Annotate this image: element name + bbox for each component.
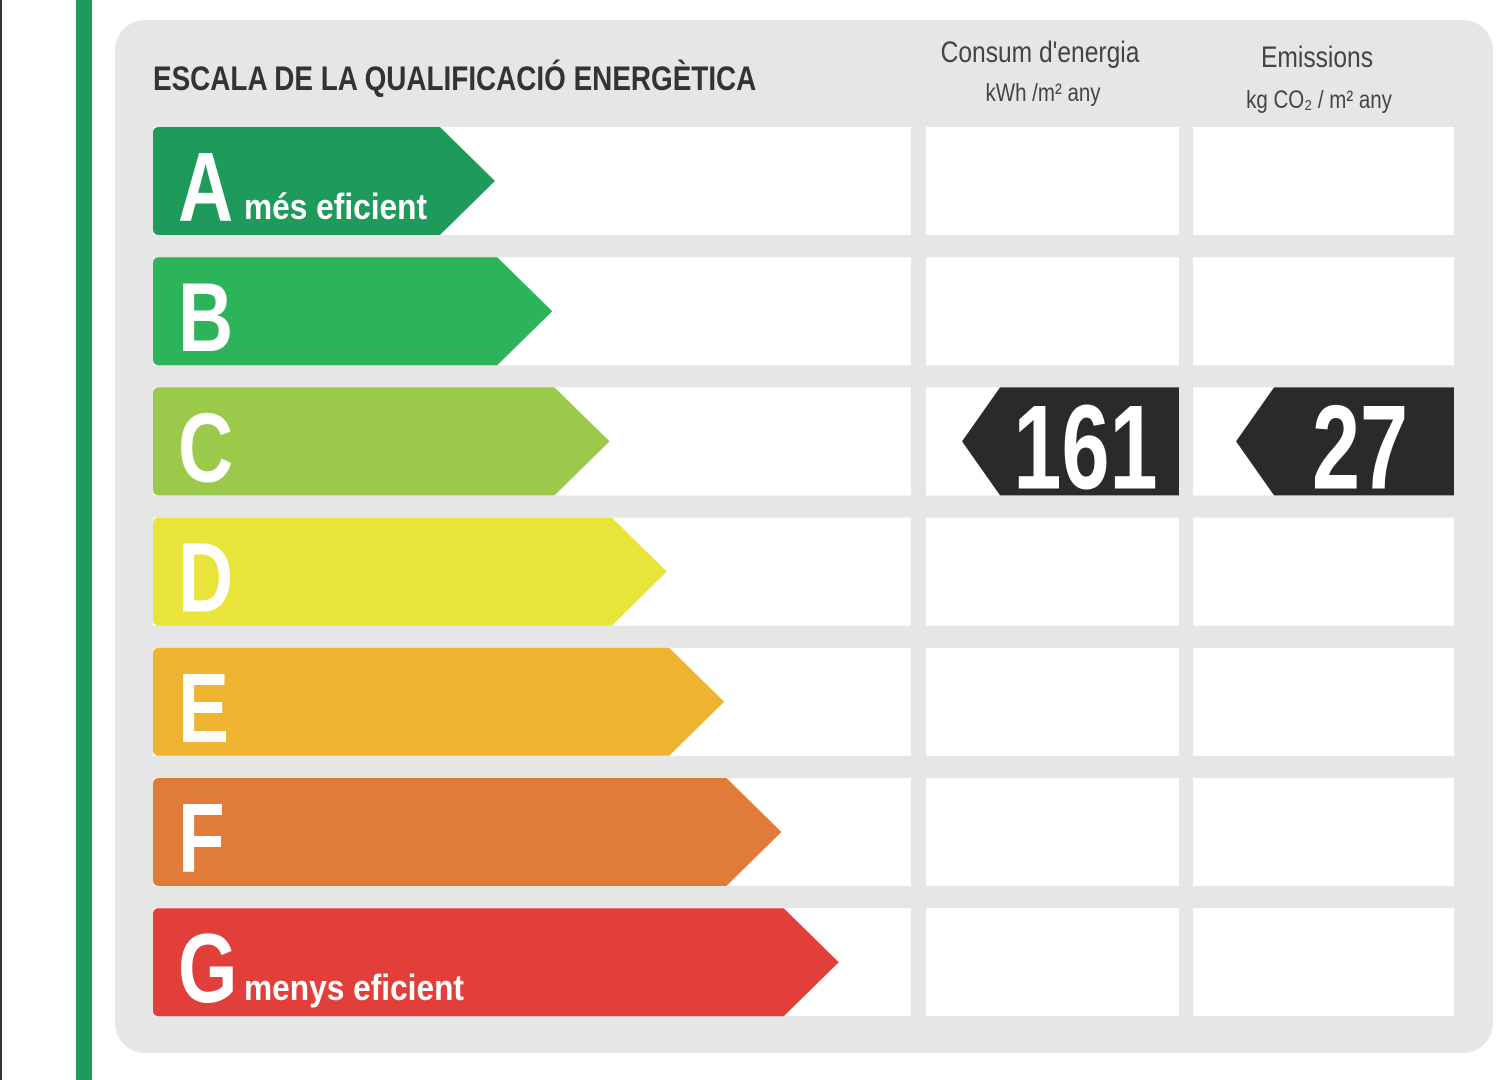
column-title: Consum d'energia: [941, 35, 1140, 69]
class-letter: B: [178, 262, 233, 372]
class-letter: E: [178, 653, 229, 763]
class-arrow: [153, 908, 839, 1017]
title: ESCALA DE LA QUALIFICACIÓ ENERGÈTICA: [153, 58, 756, 97]
cell: [1193, 127, 1454, 235]
cell: [926, 908, 1179, 1017]
class-letter: D: [178, 522, 233, 632]
class-arrow: [153, 387, 610, 496]
class-arrow: [153, 257, 553, 366]
column-unit: kg CO₂ / m² any: [1246, 85, 1392, 113]
value-text: 161: [1013, 381, 1157, 515]
class-arrow: [153, 778, 782, 886]
cell: [1193, 778, 1454, 886]
class-arrow: [153, 127, 495, 235]
class-note: més eficient: [244, 187, 427, 227]
column-title: Emissions: [1261, 40, 1373, 74]
class-arrow: [153, 517, 667, 626]
cell: [1193, 647, 1454, 756]
cell: [926, 127, 1179, 235]
value-badge: [1236, 387, 1454, 496]
edge-line: [0, 0, 2, 1080]
cell: [1193, 908, 1454, 1017]
cell: [926, 257, 1179, 366]
class-note: menys eficient: [244, 968, 464, 1008]
cell: [926, 778, 1179, 886]
cell: [926, 517, 1179, 626]
cell: [926, 647, 1179, 756]
class-arrow: [153, 647, 725, 756]
cell: [1193, 517, 1454, 626]
class-letter: F: [178, 783, 225, 893]
class-letter: A: [178, 132, 233, 242]
value-badge: [962, 387, 1179, 496]
column-unit: kWh /m² any: [985, 78, 1101, 106]
class-letter: C: [178, 392, 233, 502]
value-text: 27: [1312, 381, 1408, 515]
side-bar: [76, 0, 92, 1080]
cell: [1193, 257, 1454, 366]
class-letter: G: [178, 913, 237, 1023]
